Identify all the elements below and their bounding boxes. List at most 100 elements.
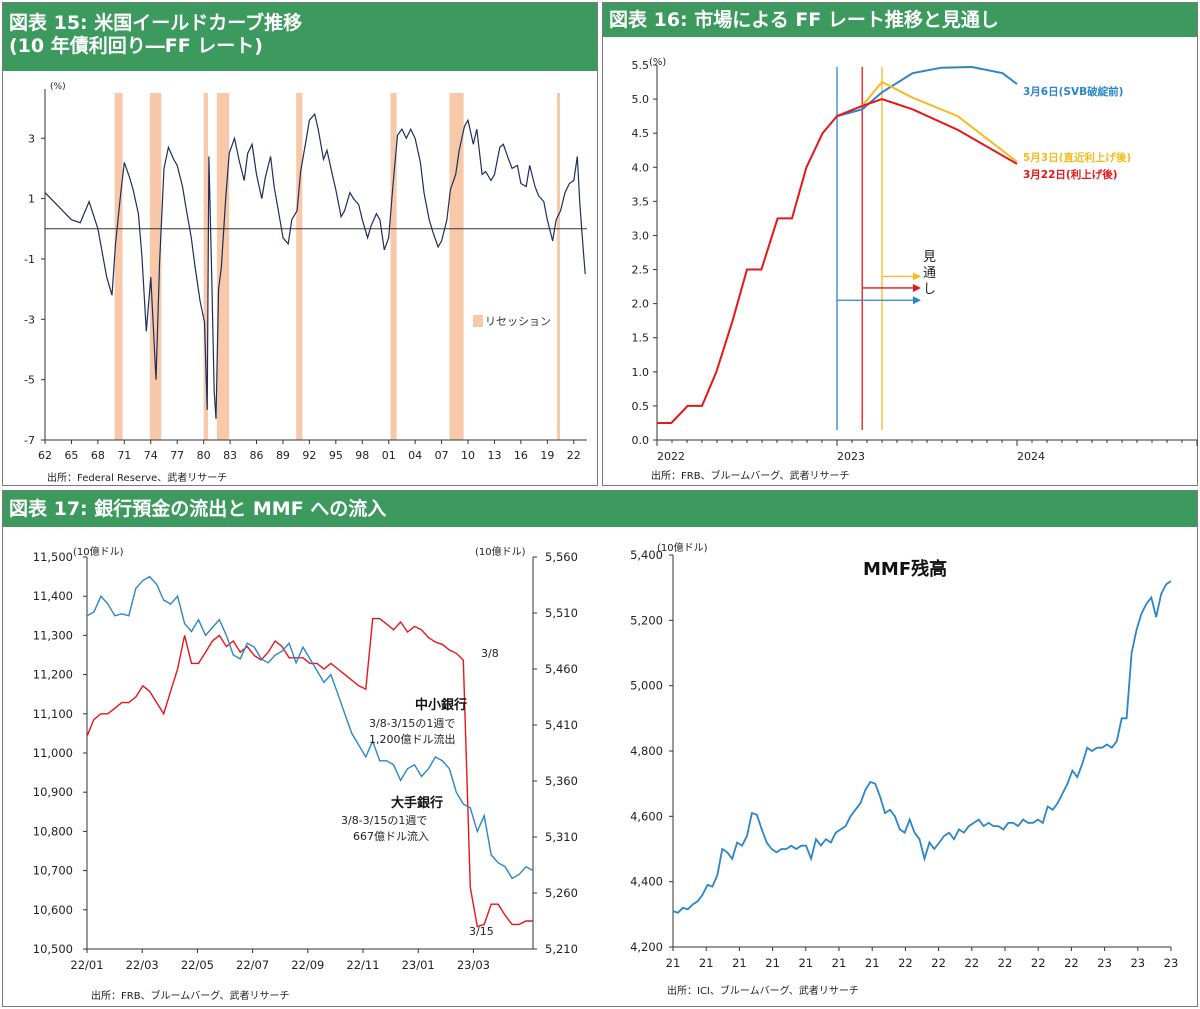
mmf-unit-label: (10億ドル): [657, 541, 708, 554]
panel-title: 図表 16: 市場による FF レート推移と見通し: [609, 9, 999, 31]
panel-title-ff-rate: 図表 16: 市場による FF レート推移と見通し: [603, 3, 1197, 37]
x-tick-label: 80: [197, 449, 211, 462]
legend-recession-label: リセッション: [485, 315, 551, 328]
series-line-yellow: [861, 80, 1018, 163]
mmf-y-tick-label: 4,600: [630, 809, 663, 823]
annotation-mark-38: 3/8: [481, 647, 499, 660]
left-y-tick-label: 11,400: [33, 589, 73, 603]
y-tick-label: 1.5: [632, 332, 650, 345]
chart-panel-ff-rate: 図表 16: 市場による FF レート推移と見通し 0.0 0.5 1.0 1.5 2.…: [602, 2, 1198, 486]
right-y-tick-label: 5,510: [545, 606, 578, 620]
recession-band-7: [557, 93, 561, 440]
x-tick-label: 22/03: [126, 958, 159, 972]
panel-title-deposits: 図表 17: 銀行預金の流出と MMF への流入: [3, 491, 1197, 527]
y-tick-label: 3: [28, 132, 35, 145]
y-tick-label: 2.5: [632, 264, 650, 277]
mmf-x-tick-label: 21: [666, 956, 681, 970]
annotation-small-bank-title: 中小銀行: [415, 697, 467, 713]
x-tick-label: 98: [355, 449, 369, 462]
right-unit-label: (10億ドル): [475, 545, 526, 558]
mmf-x-tick-label: 23: [1097, 956, 1112, 970]
mmf-y-tick-label: 5,400: [630, 548, 663, 562]
y-tick-label: 1.0: [632, 366, 650, 379]
y-tick-label: 0.0: [632, 434, 650, 447]
series-label-yellow: 5月3日(直近利上げ後): [1023, 151, 1131, 164]
annotation-large-bank-title: 大手銀行: [391, 795, 443, 811]
recession-band-3: [216, 93, 230, 440]
x-tick-label: 95: [329, 449, 343, 462]
x-tick-label: 22/11: [346, 958, 379, 972]
mmf-x-tick-label: 21: [832, 956, 847, 970]
x-tick-label: 01: [382, 449, 396, 462]
bank-deposits-chart: 11,500 11,400 11,300 11,200 11,100 11,000 10,9…: [33, 541, 1179, 1002]
mmf-chart-title: MMF残高: [863, 558, 947, 580]
y-unit-label: (%): [50, 82, 66, 92]
x-tick-label: 16: [514, 449, 528, 462]
forecast-arrowhead-1: [913, 283, 921, 292]
left-y-tick-label: 11,500: [33, 550, 73, 564]
left-y-tick-label: 11,100: [33, 707, 73, 721]
y-tick-label: 5.0: [632, 93, 650, 106]
annotation-small-bank-line1: 3/8-3/15の1週で: [369, 717, 455, 730]
mmf-x-tick-label: 21: [765, 956, 780, 970]
mmf-source-note: 出所：ICI、ブルームバーグ、武者リサーチ: [667, 984, 859, 997]
annotation-large-bank-line1: 3/8-3/15の1週で: [341, 814, 427, 827]
chart-panel-deposits: 図表 17: 銀行預金の流出と MMF への流入 11,500 11,400 11,…: [2, 490, 1198, 1007]
y-tick-label: -7: [24, 434, 35, 447]
mmf-y-tick-label: 4,400: [630, 875, 663, 889]
x-tick-label: 22/01: [70, 958, 103, 972]
left-y-tick-label: 11,200: [33, 668, 73, 682]
x-tick-label: 04: [408, 449, 422, 462]
mmf-x-tick-label: 22: [998, 956, 1013, 970]
mmf-y-tick-label: 5,000: [630, 679, 663, 693]
left-y-tick-label: 11,000: [33, 746, 73, 760]
x-tick-label: 77: [170, 449, 184, 462]
right-y-tick-label: 5,560: [545, 550, 578, 564]
mmf-x-tick-label: 22: [1031, 956, 1046, 970]
y-tick-label: 4.5: [632, 127, 650, 140]
mmf-x-tick-label: 21: [798, 956, 813, 970]
recession-band-4: [296, 93, 303, 440]
x-tick-label: 65: [64, 449, 78, 462]
recession-band-1: [149, 93, 162, 440]
mmf-x-tick-label: 22: [931, 956, 946, 970]
y-tick-label: 4.0: [632, 161, 650, 174]
yield-curve-chart: 3 1 -1 -3 -5 -762 65 68 71 74 77 80 83 86 89 92 95 98 01 04…: [24, 82, 587, 484]
mmf-y-tick-label: 4,800: [630, 744, 663, 758]
series-label-blue: 3月6日(SVB破綻前): [1023, 85, 1123, 98]
x-tick-label: 89: [276, 449, 290, 462]
series-line-blue: [836, 65, 1018, 118]
forecast-arrowhead-0: [913, 272, 921, 281]
x-tick-label: 13: [487, 449, 501, 462]
series-label-red: 3月22日(利上げ後): [1023, 168, 1118, 181]
right-y-tick-label: 5,210: [545, 942, 578, 956]
chart-panel-yield-curve: 図表 15: 米国イールドカーブ推移 (10 年債利回り―FF レート) 3 1 -…: [2, 2, 598, 486]
source-note: 出所：Federal Reserve、武者リサーチ: [47, 471, 227, 484]
left-y-tick-label: 10,500: [33, 942, 73, 956]
y-tick-label: -3: [24, 313, 35, 326]
forecast-arrowhead-2: [913, 296, 921, 305]
x-tick-label: 62: [38, 449, 52, 462]
series-line-mmf: [672, 580, 1172, 914]
annotation-mark-315: 3/15: [469, 925, 494, 938]
x-tick-label: 10: [461, 449, 475, 462]
mmf-x-tick-label: 23: [1130, 956, 1145, 970]
x-tick-label: 22/09: [291, 958, 324, 972]
x-tick-label: 22/07: [236, 958, 269, 972]
x-tick-label: 22: [567, 449, 581, 462]
mmf-x-tick-label: 22: [964, 956, 979, 970]
x-tick-label: 2022: [657, 450, 685, 463]
annotation-small-bank-line2: 1,200億ドル流出: [369, 732, 456, 746]
y-tick-label: 3.5: [632, 195, 650, 208]
right-y-tick-label: 5,310: [545, 830, 578, 844]
x-tick-label: 07: [435, 449, 449, 462]
mmf-x-tick-label: 21: [732, 956, 747, 970]
series-line-red: [657, 98, 1018, 424]
left-y-tick-label: 10,800: [33, 824, 73, 838]
y-tick-label: -1: [24, 253, 35, 266]
source-note: 出所：FRB、ブルームバーグ、武者リサーチ: [651, 469, 850, 482]
mmf-x-tick-label: 21: [699, 956, 714, 970]
y-tick-label: 2.0: [632, 298, 650, 311]
panel-title: 図表 17: 銀行預金の流出と MMF への流入: [9, 498, 387, 520]
right-y-tick-label: 5,260: [545, 886, 578, 900]
